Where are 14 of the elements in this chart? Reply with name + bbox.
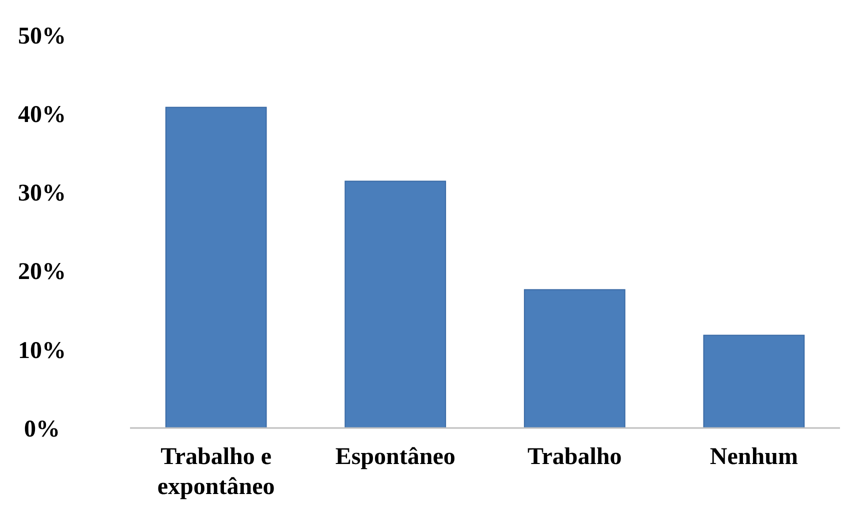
- x-tick-label: Trabalho: [528, 444, 622, 470]
- x-tick-label: Espontâneo: [335, 444, 456, 470]
- y-tick-label: 10%: [18, 338, 66, 364]
- y-tick-label: 0%: [24, 416, 60, 442]
- bar: [703, 334, 805, 428]
- x-tick-label: Trabalho e expontâneo: [157, 444, 275, 500]
- x-tick-label: Nenhum: [710, 444, 798, 470]
- y-tick-label: 20%: [18, 259, 66, 286]
- y-tick-label: 50%: [18, 23, 66, 50]
- bar: [165, 106, 267, 428]
- bar: [344, 180, 446, 428]
- bar: [524, 289, 626, 428]
- y-tick-label: 30%: [18, 180, 66, 207]
- y-tick-label: 40%: [18, 102, 66, 128]
